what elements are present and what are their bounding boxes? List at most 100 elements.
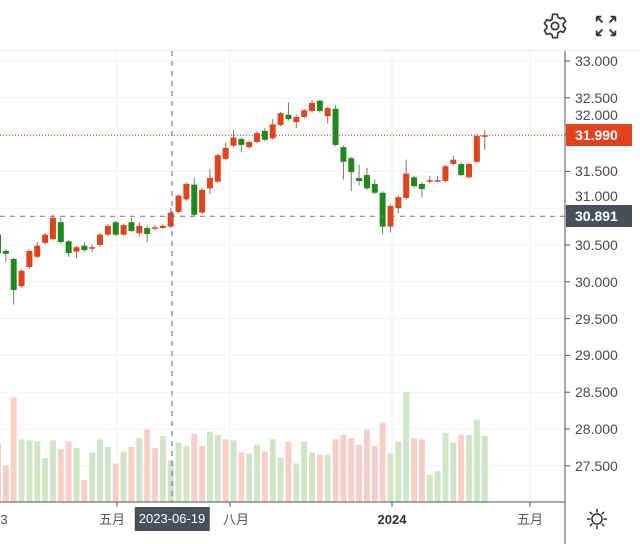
volume-bar: [466, 434, 472, 502]
volume-bar: [254, 444, 261, 502]
chart-toolbar: [0, 0, 640, 51]
candle-down: [238, 139, 245, 145]
candle-up: [473, 136, 480, 162]
price-axis-label: 29.500: [575, 310, 618, 327]
candle-up: [301, 110, 308, 117]
candle-down: [65, 241, 72, 254]
candle-down: [285, 114, 292, 120]
candle-up: [199, 189, 206, 213]
volume-bar: [261, 451, 268, 502]
volume-bar: [26, 440, 33, 502]
volume-bar: [458, 434, 465, 502]
expand-icon[interactable]: [592, 12, 620, 40]
candle-up: [183, 183, 190, 200]
candle-down: [128, 222, 135, 232]
candle-up: [222, 147, 229, 159]
volume-bar: [411, 438, 418, 502]
candle-down: [411, 177, 418, 187]
candle-up: [89, 247, 96, 249]
volume-bar: [332, 439, 339, 502]
candle-up: [324, 108, 331, 117]
price-axis-label: 33.000: [575, 53, 618, 69]
volume-bar: [136, 438, 143, 502]
candle-up: [175, 195, 182, 212]
price-axis-label: 30.000: [575, 273, 618, 290]
volume-bar: [285, 441, 292, 502]
candle-up: [104, 225, 111, 235]
volume-bar: [309, 452, 315, 502]
price-axis-label: 27.500: [575, 457, 618, 474]
volume-bar: [403, 392, 410, 502]
volume-bar: [167, 460, 174, 502]
candle-up: [481, 135, 488, 137]
volume-bar: [128, 447, 135, 502]
volume-bar: [183, 445, 190, 502]
candle-down: [379, 192, 386, 227]
candle-down: [340, 147, 347, 162]
volume-bar: [104, 447, 111, 502]
candle-up: [426, 180, 433, 182]
volume-bar: [191, 433, 198, 502]
volume-bar: [450, 442, 457, 502]
volume-bar: [144, 429, 151, 502]
candle-down: [458, 164, 465, 176]
candle-up: [159, 225, 166, 229]
volume-bar: [65, 441, 72, 502]
candle-up: [214, 155, 221, 182]
volume-bar: [97, 439, 104, 502]
volume-bar: [277, 458, 284, 502]
volume-bar: [112, 463, 119, 502]
candle-up: [395, 197, 402, 209]
price-axis-label: 28.500: [575, 384, 618, 401]
candle-down: [57, 222, 64, 243]
price-axis-label: 31.000: [575, 188, 618, 205]
volume-bar: [214, 434, 221, 502]
volume-bar: [426, 474, 433, 502]
candle-up: [49, 217, 56, 240]
crosshair-price-tag: 30.891: [566, 205, 632, 228]
candle-up: [434, 180, 441, 182]
candle-down: [348, 158, 355, 173]
volume-bar: [159, 436, 166, 502]
candle-down: [191, 184, 198, 215]
volume-bar: [73, 448, 80, 502]
volume-bar: [120, 451, 127, 502]
candle-up: [246, 141, 253, 148]
volume-bar: [42, 458, 49, 502]
candle-up: [136, 225, 143, 234]
volume-bar: [206, 431, 213, 502]
crosshair-date-tag: 2023-06-19: [134, 507, 210, 531]
time-axis-label: 五月: [516, 512, 544, 527]
candle-up: [42, 234, 49, 243]
volume-bar: [473, 419, 480, 502]
volume-bar: [269, 439, 276, 502]
candle-up: [269, 124, 276, 139]
sun-icon[interactable]: [586, 508, 608, 530]
price-axis-label: 30.500: [575, 237, 618, 253]
gear-icon[interactable]: [541, 12, 569, 40]
volume-bar: [434, 471, 441, 502]
candle-down: [81, 245, 88, 251]
time-axis-label: 八月: [222, 512, 250, 527]
candle-down: [332, 108, 339, 145]
candle-up: [309, 102, 315, 112]
candle-up: [97, 234, 104, 245]
volume-bar: [230, 440, 237, 502]
candle-up: [73, 247, 80, 252]
volume-bar: [395, 441, 402, 502]
candle-up: [254, 133, 261, 142]
volume-bar: [57, 449, 64, 502]
volume-bar: [324, 454, 331, 502]
volume-bar: [34, 441, 41, 502]
candle-down: [2, 250, 9, 254]
volume-bar: [0, 443, 1, 502]
candle-down: [418, 183, 425, 190]
volume-bar: [379, 422, 386, 502]
time-axis-label: 2024: [377, 512, 407, 527]
volume-bar: [387, 453, 394, 502]
candle-down: [371, 183, 378, 193]
price-axis-label: 31.500: [575, 163, 618, 180]
volume-bar: [340, 434, 347, 502]
candle-up: [206, 178, 213, 189]
